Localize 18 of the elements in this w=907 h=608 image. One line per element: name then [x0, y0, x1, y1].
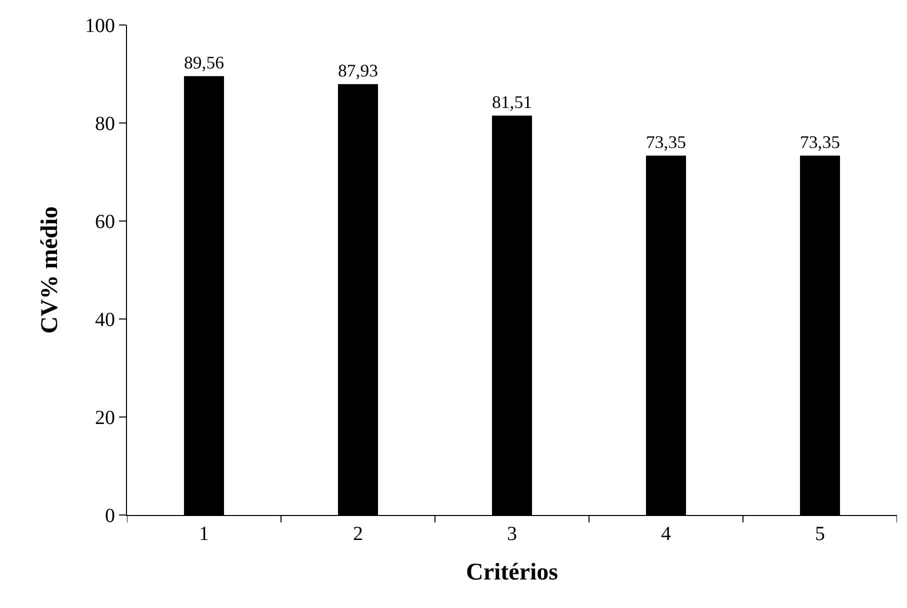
y-tick-label: 80: [95, 113, 115, 135]
y-tick-label: 100: [85, 15, 115, 37]
x-tick-label: 5: [815, 523, 825, 545]
data-label: 87,93: [338, 60, 378, 81]
x-tick-label: 3: [507, 523, 517, 545]
x-tick-label: 4: [661, 523, 671, 545]
data-label: 81,51: [492, 92, 532, 112]
x-axis-title: Critérios: [466, 559, 558, 586]
x-tick-label: 2: [353, 523, 363, 545]
y-tick-label: 0: [105, 505, 115, 527]
data-label: 73,35: [646, 132, 686, 152]
data-label: 73,35: [800, 132, 840, 152]
y-tick-label: 40: [95, 309, 115, 331]
y-axis-title: CV% médio: [37, 206, 64, 334]
x-tick-label: 1: [199, 523, 209, 545]
data-label: 89,56: [184, 52, 224, 73]
y-tick-label: 20: [95, 407, 115, 429]
y-tick-label: 60: [95, 211, 115, 233]
